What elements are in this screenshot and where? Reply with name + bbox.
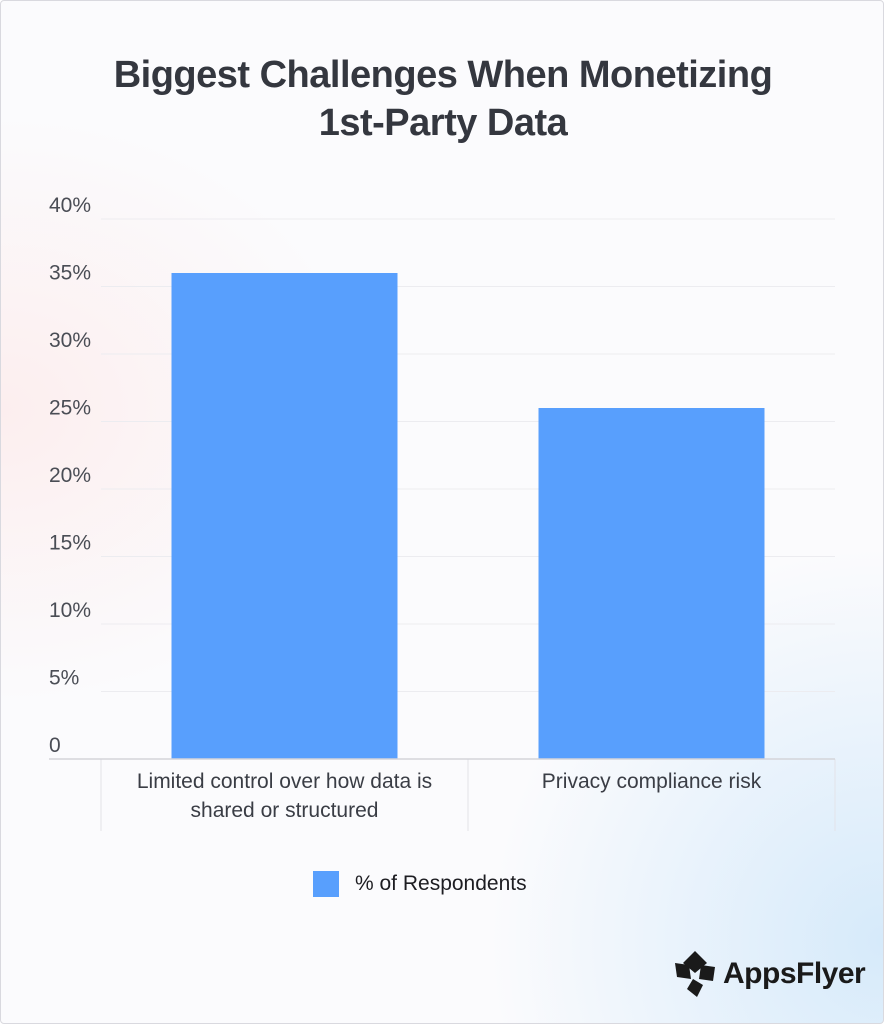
y-tick-label: 25% <box>49 397 91 420</box>
appsflyer-logo-icon <box>675 951 715 997</box>
y-tick-label: 10% <box>49 599 91 622</box>
brand: AppsFlyer <box>673 949 866 999</box>
x-category-label: Privacy compliance risk <box>542 770 762 793</box>
y-tick-label: 35% <box>49 262 91 285</box>
x-category-label: Limited control over how data is <box>137 770 432 793</box>
y-tick-label: 0 <box>49 734 61 757</box>
chart-title: Biggest Challenges When Monetizing 1st-P… <box>1 51 884 147</box>
legend-swatch <box>313 871 339 897</box>
x-category-label: shared or structured <box>191 799 379 822</box>
brand-name: AppsFlyer <box>723 957 866 990</box>
legend: % of Respondents <box>313 871 527 897</box>
y-tick-label: 5% <box>49 667 79 690</box>
chart-title-line-1: Biggest Challenges When Monetizing <box>113 54 773 96</box>
y-tick-label: 15% <box>49 532 91 555</box>
y-tick-label: 30% <box>49 329 91 352</box>
y-tick-label: 40% <box>49 194 91 217</box>
y-tick-label: 20% <box>49 464 91 487</box>
bar <box>171 273 398 759</box>
bar <box>538 408 765 759</box>
legend-label: % of Respondents <box>355 872 527 895</box>
chart-title-line-2: 1st-Party Data <box>318 102 568 144</box>
